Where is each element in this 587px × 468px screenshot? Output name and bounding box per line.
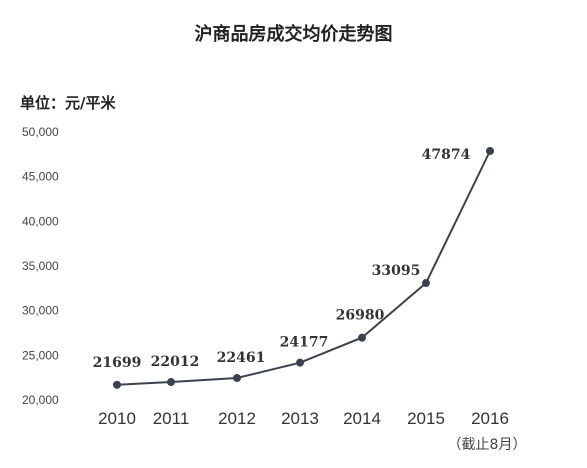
data-label: 26980 <box>336 308 385 324</box>
y-tick-label: 50,000 <box>22 125 59 139</box>
chart-title: 沪商品房成交均价走势图 <box>194 24 393 45</box>
data-label: 24177 <box>280 335 329 351</box>
x-tick-label: 2014 <box>343 409 381 428</box>
y-tick-label: 20,000 <box>22 393 59 407</box>
y-tick-label: 45,000 <box>22 170 59 184</box>
data-point <box>233 374 241 383</box>
x-tick-label: 2016 <box>471 409 509 428</box>
data-label: 47874 <box>422 147 471 163</box>
y-tick-label: 30,000 <box>22 304 59 318</box>
x-tick-label: 2011 <box>153 409 190 428</box>
data-label: 33095 <box>372 263 421 279</box>
data-point <box>422 279 430 288</box>
data-point <box>167 378 175 387</box>
y-tick-label: 40,000 <box>22 214 59 228</box>
data-point <box>358 333 366 342</box>
x-tick-label: 2013 <box>281 409 319 428</box>
y-tick-label: 25,000 <box>22 348 59 362</box>
data-point <box>296 358 304 367</box>
data-label: 22461 <box>217 350 266 366</box>
data-label: 21699 <box>93 355 142 371</box>
data-point <box>113 380 121 389</box>
x-tick-label: 2015 <box>407 409 445 428</box>
data-point <box>486 146 494 155</box>
data-label: 22012 <box>151 354 200 370</box>
x-tick-label: 2012 <box>218 409 256 428</box>
y-tick-label: 35,000 <box>22 259 59 273</box>
y-axis-unit-label: 单位：元/平米 <box>20 94 116 112</box>
x-tick-label: 2010 <box>98 409 136 428</box>
x-axis-note: （截止8月） <box>448 437 527 453</box>
